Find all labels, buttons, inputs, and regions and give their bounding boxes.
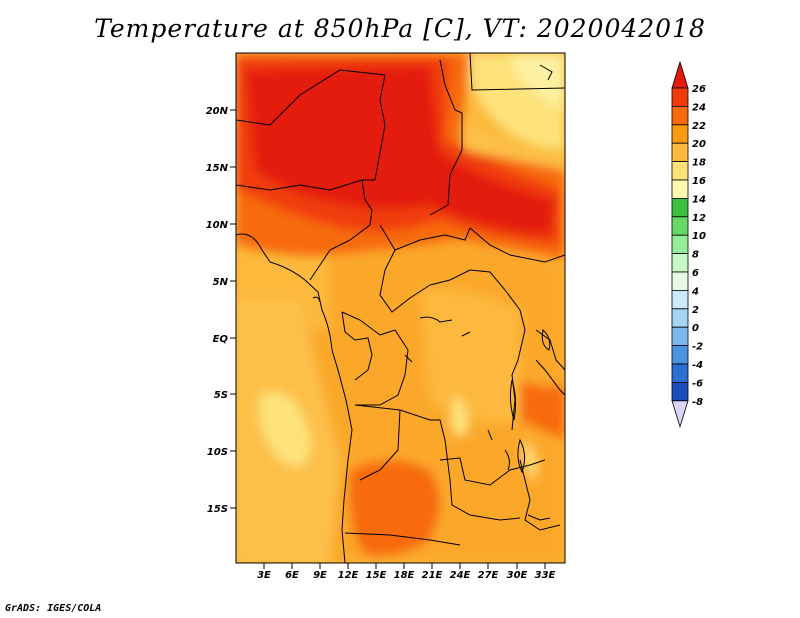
lon-label: 21E — [422, 570, 443, 581]
colorbar-label: -4 — [692, 360, 703, 371]
colorbar-label: -8 — [692, 397, 703, 408]
colorbar-label: -2 — [692, 342, 703, 353]
colorbar-label: 8 — [692, 250, 699, 261]
lon-label: 15E — [366, 570, 387, 581]
colorbar-swatch — [671, 87, 689, 107]
grads-credit: GrADS: IGES/COLA — [5, 603, 102, 614]
lon-label: 27E — [478, 570, 499, 581]
lat-label: 10N — [206, 220, 229, 231]
colorbar-swatch — [671, 179, 689, 199]
colorbar-top-arrow — [671, 60, 689, 89]
map-frame — [235, 52, 566, 564]
lat-label: EQ — [213, 334, 229, 345]
colorbar-label: 20 — [692, 139, 706, 150]
colorbar-label: 18 — [692, 158, 706, 169]
colorbar-swatch — [671, 161, 689, 181]
colorbar-swatch — [671, 381, 689, 402]
colorbar-swatch — [671, 308, 689, 328]
colorbar-swatch — [671, 197, 689, 218]
colorbar-swatch — [671, 142, 689, 162]
colorbar-label: 10 — [692, 231, 706, 242]
lon-label: 6E — [285, 570, 299, 581]
lon-label: 12E — [338, 570, 359, 581]
lat-label: 15S — [207, 504, 228, 515]
colorbar-label: 26 — [692, 84, 706, 95]
colorbar-label: 14 — [692, 194, 706, 205]
lat-label: 15N — [206, 163, 229, 174]
colorbar-swatch — [671, 124, 689, 144]
colorbar-label: 22 — [692, 121, 706, 132]
colorbar-label: 24 — [692, 102, 706, 113]
longitude-axis: 3E 6E 9E 12E 15E 18E 21E 24E 27E 30E 33E — [257, 563, 556, 581]
lon-label: 3E — [257, 570, 271, 581]
colorbar-label: 16 — [692, 176, 706, 187]
colorbar-swatch — [671, 326, 689, 347]
country-borders — [236, 53, 565, 563]
colorbar-swatch — [671, 106, 689, 126]
temperature-field — [236, 53, 565, 563]
lon-label: 30E — [507, 570, 528, 581]
lon-label: 33E — [535, 570, 556, 581]
colorbar-label: -6 — [692, 378, 703, 389]
lat-label: 10S — [207, 447, 228, 458]
colorbar-swatch — [671, 253, 689, 273]
lat-label: 5S — [214, 390, 228, 401]
lon-label: 18E — [394, 570, 415, 581]
colorbar-label: 6 — [692, 268, 699, 279]
colorbar-swatch — [671, 363, 689, 383]
colorbar-swatch — [671, 271, 689, 291]
colorbar-label: 12 — [692, 213, 706, 224]
colorbar-swatch — [671, 289, 689, 310]
lon-label: 24E — [450, 570, 471, 581]
map-title: Temperature at 850hPa [C], VT: 202004201… — [94, 14, 706, 43]
colorbar-swatch — [671, 234, 689, 254]
colorbar-bottom-arrow — [671, 400, 689, 429]
lat-label: 20N — [206, 106, 229, 117]
colorbar-swatch — [671, 345, 689, 365]
lat-label: 5N — [213, 277, 229, 288]
colorbar-swatch — [671, 216, 689, 236]
colorbar-label: 4 — [691, 286, 699, 297]
lon-label: 9E — [313, 570, 327, 581]
latitude-axis: 20N 15N 10N 5N EQ 5S 10S 15S — [206, 106, 236, 515]
colorbar-label: 2 — [692, 305, 699, 316]
colorbar-label: 0 — [692, 323, 699, 334]
